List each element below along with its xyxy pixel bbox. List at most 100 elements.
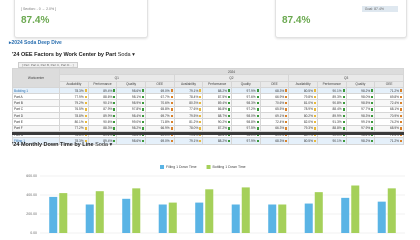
status-flag [141, 95, 144, 99]
bar [168, 202, 177, 233]
year-header: 2024 [59, 67, 404, 76]
table-row: Part D 78.8% 89.9% 98.4% 69.7% 79.5% 88.7% 98.0… [12, 112, 404, 120]
bar [205, 189, 214, 233]
bar [85, 204, 94, 233]
status-flag [199, 114, 202, 118]
row-label: Part A [12, 93, 60, 101]
status-flag [342, 89, 345, 92]
status-flag [227, 120, 230, 124]
status-flag [313, 120, 316, 124]
status-flag [170, 127, 173, 130]
status-flag [199, 102, 202, 105]
chart-filter[interactable]: Soda ▾ [95, 142, 113, 148]
status-flag [199, 139, 202, 143]
card-note: [ Section: - 0 → 2.0% ] [21, 7, 57, 11]
table-filter[interactable]: Soda ▾ [117, 52, 135, 58]
status-flag [400, 102, 402, 105]
scrollbar[interactable] [12, 132, 404, 135]
status-flag [285, 127, 288, 130]
oee-table: Workcenter 2024 Q1 Q2 Q3 Availability Performa… [12, 67, 404, 145]
card-value: 87.4% [282, 15, 311, 26]
status-flag [170, 89, 173, 92]
status-flag [342, 102, 345, 105]
status-flag [400, 127, 402, 130]
table-cell: 71.2% [374, 137, 404, 145]
table-row: Part C 76.5% 87.9% 97.8% 65.8% 77.6% 86.8% 97.2… [12, 105, 404, 114]
status-flag [113, 95, 116, 99]
status-flag [141, 108, 144, 111]
status-flag [400, 89, 402, 92]
row-label: Filling 1 [12, 137, 60, 145]
bar [341, 197, 350, 233]
status-flag [256, 114, 259, 118]
bar [49, 196, 58, 233]
status-flag [170, 108, 173, 111]
status-flag [371, 89, 374, 92]
kpi-card: Goal: 87.4% 87.4% [275, 0, 407, 38]
chart: 0.00 200.00 400.00 600.00 Filling 1 Down Tim… [26, 165, 405, 235]
status-flag [285, 108, 288, 111]
card-value: 87.4% [21, 15, 50, 26]
status-flag [313, 102, 316, 105]
status-flag [84, 95, 87, 99]
status-flag [113, 114, 116, 118]
status-flag [285, 114, 288, 118]
filter-chip[interactable]: [ Part: Part A, Part B, Part C, Part D..… [18, 62, 78, 68]
status-flag [285, 120, 288, 124]
status-flag [141, 127, 144, 130]
row-label: Part B [12, 99, 60, 107]
bar [59, 193, 68, 233]
status-flag [313, 139, 316, 143]
status-flag [227, 89, 230, 92]
bar [268, 204, 277, 233]
bar [314, 192, 323, 233]
status-flag [400, 108, 402, 111]
bar [95, 191, 104, 233]
chart-title: '24 Monthly Down Time by Line [12, 142, 94, 148]
bar [195, 202, 204, 233]
status-flag [256, 108, 259, 111]
header-row: Q1 Q2 Q3 [13, 74, 404, 82]
table-cell: 72.4% [374, 99, 404, 107]
status-flag [199, 120, 202, 124]
status-flag [170, 120, 173, 124]
status-flag [84, 127, 87, 130]
status-flag [342, 139, 345, 143]
table-cell: 71.2% [374, 86, 404, 95]
status-flag [285, 139, 288, 143]
status-flag [141, 120, 144, 124]
bar [231, 204, 240, 233]
bar [304, 203, 313, 233]
bar [122, 198, 131, 233]
status-flag [141, 89, 144, 92]
status-flag [227, 102, 230, 105]
status-flag [342, 120, 345, 124]
status-flag [227, 114, 230, 118]
bar [351, 185, 360, 233]
status-flag [313, 95, 316, 99]
status-flag [256, 127, 259, 130]
y-tick-label: 200.00 [26, 212, 37, 216]
status-flag [170, 102, 173, 105]
status-flag [313, 114, 316, 118]
table-cell: 68.1% [374, 105, 404, 114]
card-goal: Goal: 87.4% [361, 6, 398, 12]
table-cell: 69.8% [374, 93, 404, 101]
deep-dive-link[interactable]: ▸2024 Soda Deep Dive [9, 40, 62, 46]
status-flag [256, 95, 259, 99]
bar [377, 201, 386, 233]
status-flag [400, 120, 402, 124]
status-flag [84, 139, 87, 143]
status-flag [84, 102, 87, 105]
row-label: Part D [12, 112, 60, 120]
row-label: Part C [12, 105, 60, 114]
status-flag [113, 89, 116, 92]
status-flag [285, 95, 288, 99]
status-flag [256, 139, 259, 143]
status-flag [84, 89, 87, 92]
status-flag [256, 102, 259, 105]
y-tick-label: 0.00 [30, 231, 37, 235]
bar [158, 204, 167, 233]
status-flag [400, 114, 402, 118]
table-row: Part E 80.1% 90.6% 99.0% 71.8% 81.2% 90.2% 98.8… [12, 118, 404, 126]
